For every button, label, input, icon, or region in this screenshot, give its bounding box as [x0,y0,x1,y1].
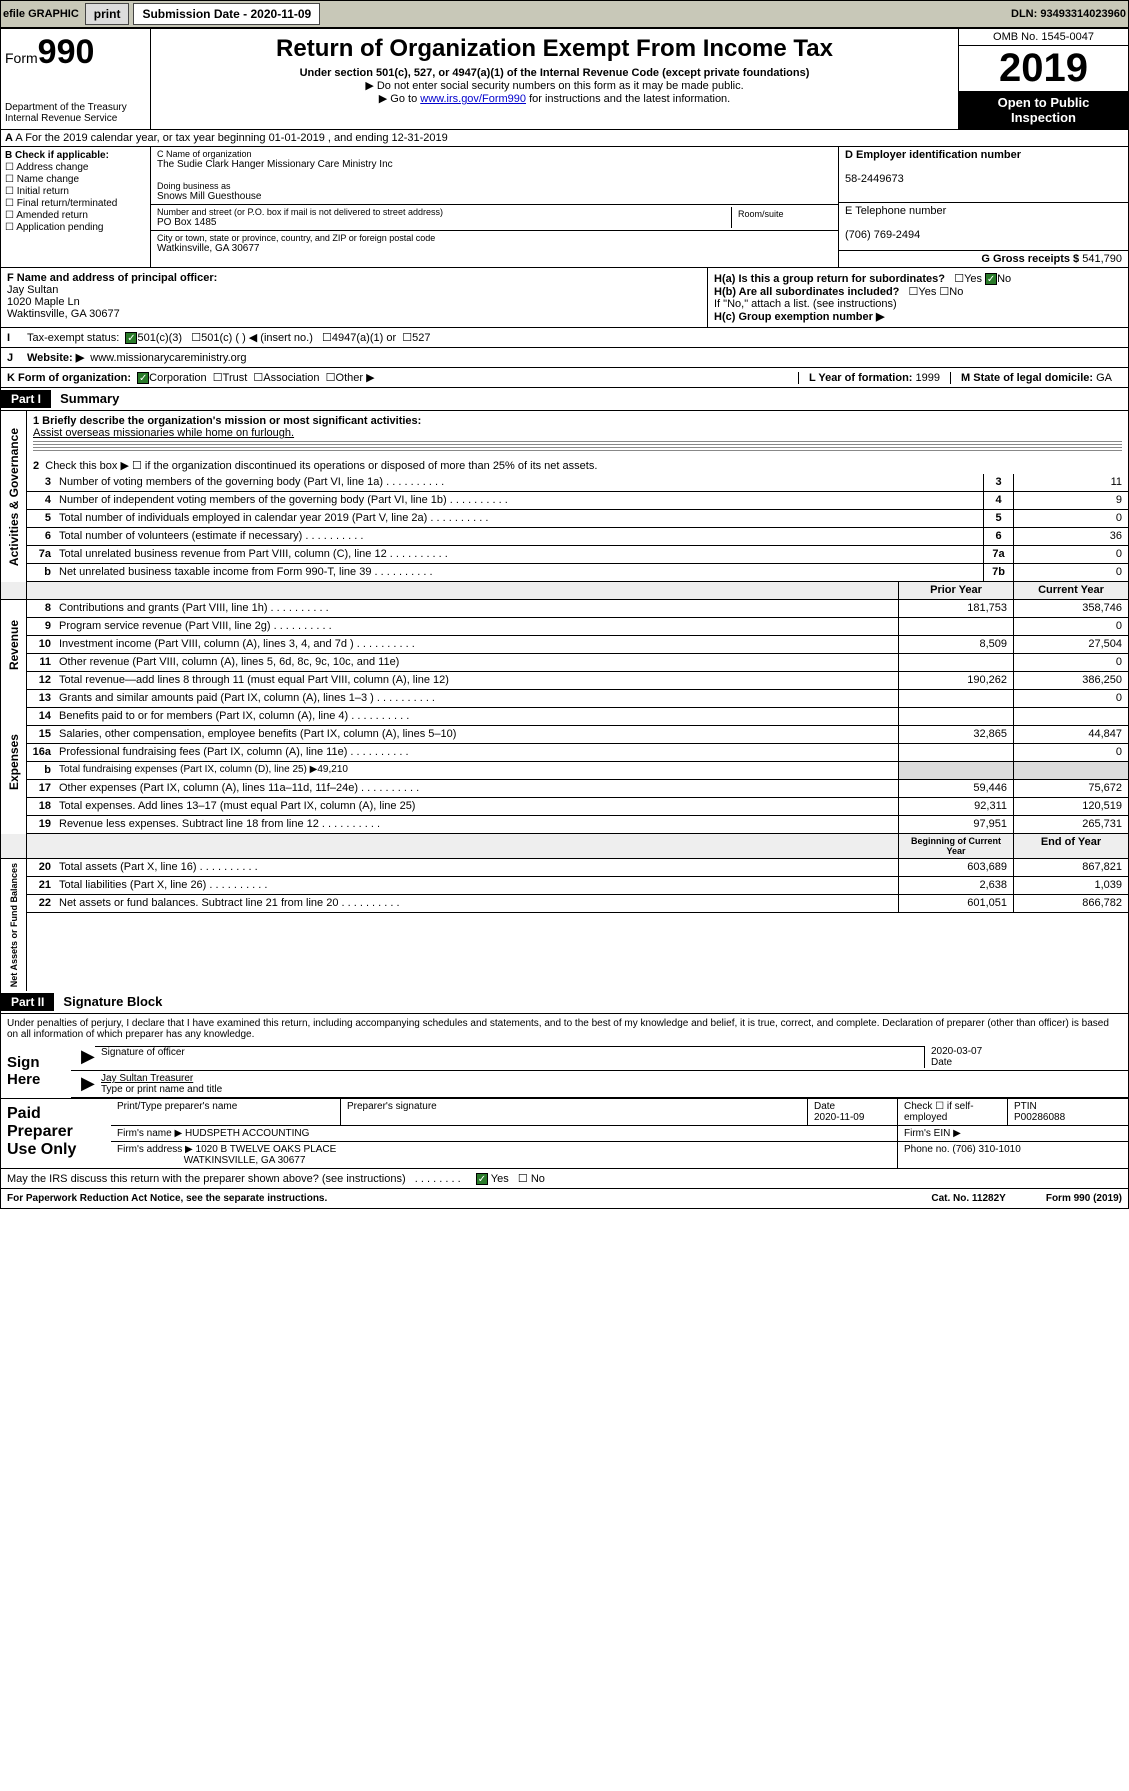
f-addr2: Waktinsville, GA 30677 [7,308,120,320]
chk-initial[interactable]: ☐ Initial return [5,186,146,197]
submission-date-box: Submission Date - 2020-11-09 [133,3,320,25]
hc-row: H(c) Group exemption number ▶ [714,310,1122,323]
org-name: The Sudie Clark Hanger Missionary Care M… [157,159,832,170]
form-footer: For Paperwork Reduction Act Notice, see … [1,1189,1128,1208]
gross-value: 541,790 [1082,253,1122,265]
chk-pending[interactable]: ☐ Application pending [5,222,146,233]
declaration-text: Under penalties of perjury, I declare th… [1,1014,1128,1044]
room-label: Room/suite [738,209,826,219]
check-icon: ✓ [137,372,149,384]
hb-note: If "No," attach a list. (see instruction… [714,298,1122,310]
form-container: Form990 Department of the Treasury Inter… [0,28,1129,1209]
line-i: I Tax-exempt status: ✓ 501(c)(3) ☐ 501(c… [1,328,1128,348]
efile-label: efile GRAPHIC [3,8,79,20]
row-6: 6Total number of volunteers (estimate if… [27,528,1128,546]
row-3: 3Number of voting members of the governi… [27,474,1128,492]
form-header: Form990 Department of the Treasury Inter… [1,29,1128,130]
section-bcd: B Check if applicable: ☐ Address change … [1,147,1128,268]
subtitle-3: ▶ Go to www.irs.gov/Form990 for instruct… [157,92,952,105]
tel-value: (706) 769-2494 [845,229,920,241]
q1-label: 1 Briefly describe the organization's mi… [33,415,421,427]
top-toolbar: efile GRAPHIC print Submission Date - 20… [0,0,1129,28]
check-icon: ✓ [125,332,137,344]
row-a-period: A A For the 2019 calendar year, or tax y… [1,130,1128,147]
addr-value: PO Box 1485 [157,217,731,228]
governance-block: Activities & Governance 1 Briefly descri… [1,411,1128,582]
footer-mid: Cat. No. 11282Y [931,1193,1005,1204]
city-value: Watkinsville, GA 30677 [157,243,832,254]
sign-here-label: Sign Here [1,1044,71,1098]
line-k: K Form of organization: ✓ Corporation ☐ … [1,368,1128,388]
f-label: F Name and address of principal officer: [7,272,217,284]
chk-amended[interactable]: ☐ Amended return [5,210,146,221]
city-label: City or town, state or province, country… [157,233,832,243]
dln-label: DLN: 93493314023960 [1011,8,1126,20]
f-addr1: 1020 Maple Ln [7,296,80,308]
paid-preparer-label: Paid Preparer Use Only [1,1099,111,1168]
dba-value: Snows Mill Guesthouse [157,191,832,202]
omb-number: OMB No. 1545-0047 [959,29,1128,46]
tel-label: E Telephone number [845,205,946,217]
footer-left: For Paperwork Reduction Act Notice, see … [7,1193,327,1204]
vlabel-expenses: Expenses [7,734,21,790]
gross-label: G Gross receipts $ [981,253,1082,265]
f-name: Jay Sultan [7,284,58,296]
footer-right: Form 990 (2019) [1046,1193,1122,1204]
revenue-block: Revenue 8Contributions and grants (Part … [1,600,1128,690]
chk-address[interactable]: ☐ Address change [5,162,146,173]
form-number: Form990 [5,33,146,72]
irs-link[interactable]: www.irs.gov/Form990 [420,93,526,105]
print-button[interactable]: print [85,3,130,25]
column-c: C Name of organization The Sudie Clark H… [151,147,838,267]
column-d: D Employer identification number 58-2449… [838,147,1128,267]
check-icon: ✓ [985,273,997,285]
signature-section: Under penalties of perjury, I declare th… [1,1014,1128,1099]
irs-label: Internal Revenue Service [5,113,146,124]
dept-label: Department of the Treasury [5,102,146,113]
ein-value: 58-2449673 [845,173,904,185]
line-j: J Website: ▶ www.missionarycareministry.… [1,348,1128,368]
row-5: 5Total number of individuals employed in… [27,510,1128,528]
dba-label: Doing business as [157,181,832,191]
subtitle-2: ▶ Do not enter social security numbers o… [157,79,952,92]
preparer-section: Paid Preparer Use Only Print/Type prepar… [1,1099,1128,1169]
row-7a: 7aTotal unrelated business revenue from … [27,546,1128,564]
row-4: 4Number of independent voting members of… [27,492,1128,510]
netassets-block: Net Assets or Fund Balances 20Total asse… [1,859,1128,991]
q1-value: Assist overseas missionaries while home … [33,427,294,439]
part-ii-header: Part II Signature Block [1,991,1128,1014]
org-name-label: C Name of organization [157,149,832,159]
vlabel-governance: Activities & Governance [7,428,21,566]
subtitle-1: Under section 501(c), 527, or 4947(a)(1)… [157,67,952,79]
header-begin-end: Beginning of Current Year End of Year [1,834,1128,859]
row-7b: bNet unrelated business taxable income f… [27,564,1128,582]
inspection-badge: Open to Public Inspection [959,91,1128,129]
chk-final[interactable]: ☐ Final return/terminated [5,198,146,209]
tax-year: 2019 [959,46,1128,91]
hb-row: H(b) Are all subordinates included? ☐Yes… [714,285,1122,298]
website-value: www.missionarycareministry.org [90,352,246,364]
check-icon: ✓ [476,1173,488,1185]
fgh-section: F Name and address of principal officer:… [1,268,1128,328]
ein-label: D Employer identification number [845,149,1021,161]
form-title: Return of Organization Exempt From Incom… [157,35,952,63]
discuss-row: May the IRS discuss this return with the… [1,1169,1128,1189]
ha-row: H(a) Is this a group return for subordin… [714,272,1122,285]
vlabel-revenue: Revenue [7,620,21,670]
part-i-header: Part I Summary [1,388,1128,411]
header-prior-current: Prior Year Current Year [1,582,1128,600]
column-b: B Check if applicable: ☐ Address change … [1,147,151,267]
chk-name[interactable]: ☐ Name change [5,174,146,185]
vlabel-netassets: Net Assets or Fund Balances [9,863,19,987]
addr-label: Number and street (or P.O. box if mail i… [157,207,731,217]
expenses-block: Expenses 13Grants and similar amounts pa… [1,690,1128,834]
